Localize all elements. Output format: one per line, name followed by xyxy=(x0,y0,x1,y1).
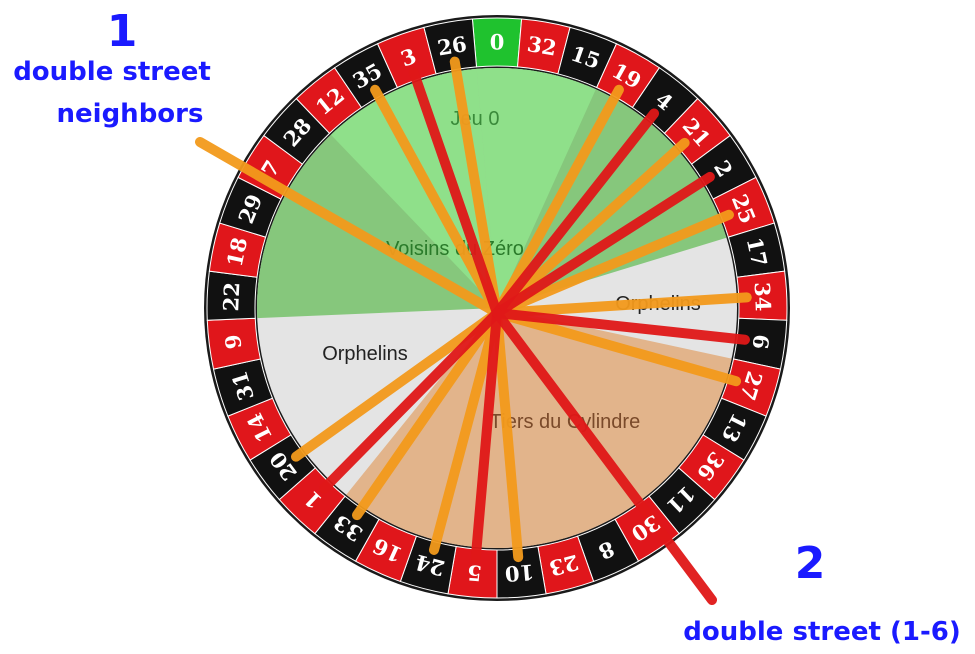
pocket-number: 10 xyxy=(504,559,535,586)
annotation-text: neighbors xyxy=(57,99,204,129)
sector-label: Orphelins xyxy=(322,343,408,365)
annotation-text: double street xyxy=(13,57,211,87)
sector-label: Tiers du Cylindre xyxy=(490,411,640,433)
pocket-number: 32 xyxy=(525,31,558,61)
sector-label: Jeu 0 xyxy=(451,108,500,130)
annotation-number: 1 xyxy=(107,6,138,57)
pocket-number: 0 xyxy=(490,30,505,55)
pocket-number: 22 xyxy=(218,282,244,312)
pocket-number: 34 xyxy=(750,282,776,312)
pocket-number: 6 xyxy=(748,333,775,351)
pocket-number: 5 xyxy=(466,560,483,586)
pocket-number: 26 xyxy=(436,31,469,61)
roulette-diagram: Jeu 0 Voisins du Zéro Orphelins Orphelin… xyxy=(0,0,975,654)
annotation-text: double street (1-6) xyxy=(683,617,960,647)
annotation-number: 2 xyxy=(795,538,826,589)
